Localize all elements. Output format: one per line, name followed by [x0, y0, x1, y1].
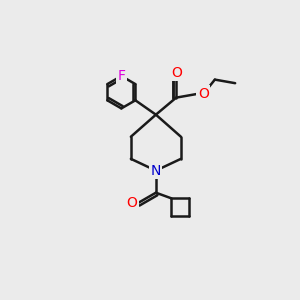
Text: F: F	[117, 69, 125, 83]
Text: O: O	[198, 87, 209, 101]
Text: O: O	[127, 196, 138, 210]
Text: N: N	[151, 164, 161, 178]
Text: O: O	[171, 66, 182, 80]
